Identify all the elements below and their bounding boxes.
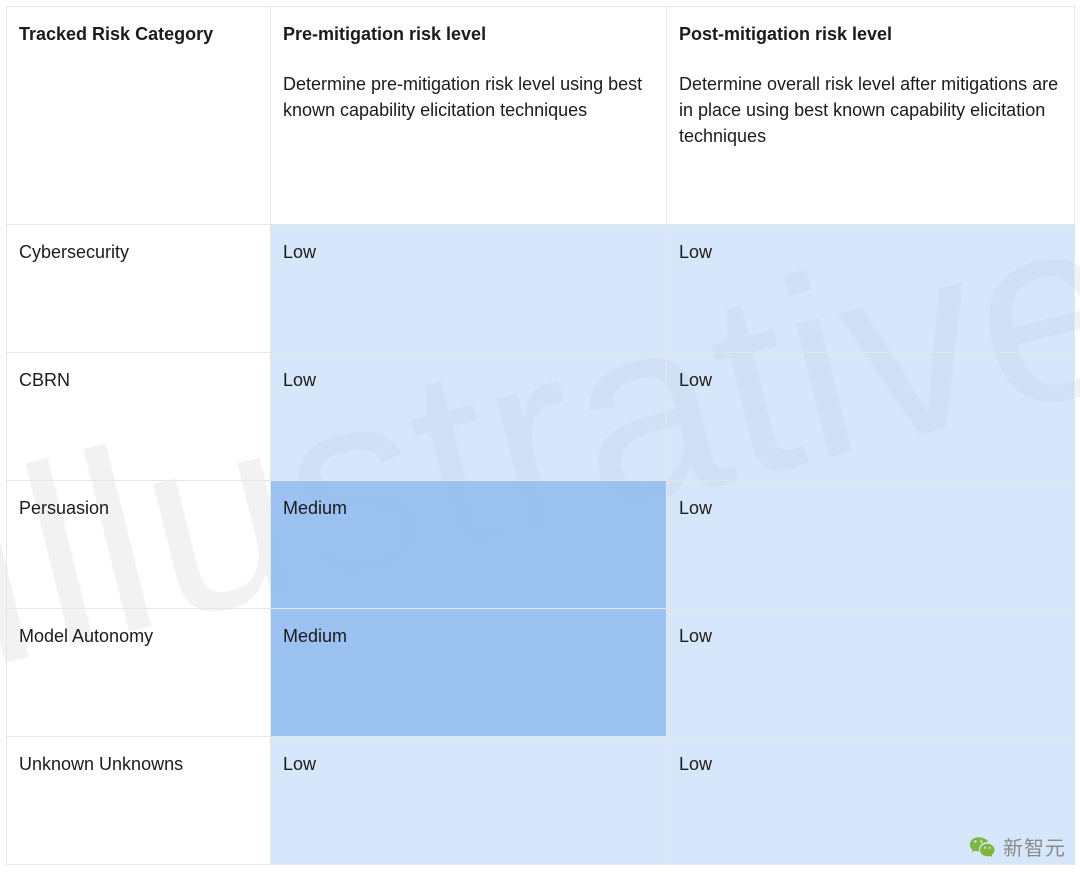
table-body: CybersecurityLowLowCBRNLowLowPersuasionM…: [7, 225, 1075, 865]
table-row: Model AutonomyMediumLow: [7, 609, 1075, 737]
cell-post-mitigation: Low: [667, 609, 1075, 737]
table-row: PersuasionMediumLow: [7, 481, 1075, 609]
risk-table: Tracked Risk Category Pre-mitigation ris…: [6, 6, 1075, 865]
cell-pre-mitigation: Low: [271, 225, 667, 353]
col-title: Post-mitigation risk level: [679, 24, 892, 44]
source-label: 新智元: [1003, 832, 1066, 861]
cell-post-mitigation: Low: [667, 353, 1075, 481]
col-desc: Determine pre-mitigation risk level usin…: [283, 71, 654, 123]
col-desc: Determine overall risk level after mitig…: [679, 71, 1062, 149]
cell-post-mitigation: Low: [667, 225, 1075, 353]
cell-pre-mitigation: Low: [271, 737, 667, 865]
cell-category: Model Autonomy: [7, 609, 271, 737]
cell-category: Unknown Unknowns: [7, 737, 271, 865]
cell-pre-mitigation: Medium: [271, 481, 667, 609]
cell-category: Cybersecurity: [7, 225, 271, 353]
table-row: Unknown UnknownsLowLow: [7, 737, 1075, 865]
cell-category: Persuasion: [7, 481, 271, 609]
table-row: CybersecurityLowLow: [7, 225, 1075, 353]
wechat-icon: [969, 834, 995, 860]
cell-pre-mitigation: Low: [271, 353, 667, 481]
table-header-row: Tracked Risk Category Pre-mitigation ris…: [7, 7, 1075, 225]
col-header-post: Post-mitigation risk level Determine ove…: [667, 7, 1075, 225]
risk-table-container: Tracked Risk Category Pre-mitigation ris…: [0, 0, 1080, 871]
cell-category: CBRN: [7, 353, 271, 481]
col-title: Pre-mitigation risk level: [283, 24, 486, 44]
col-header-pre: Pre-mitigation risk level Determine pre-…: [271, 7, 667, 225]
cell-pre-mitigation: Medium: [271, 609, 667, 737]
cell-post-mitigation: Low: [667, 481, 1075, 609]
col-title: Tracked Risk Category: [19, 24, 213, 44]
col-header-category: Tracked Risk Category: [7, 7, 271, 225]
table-row: CBRNLowLow: [7, 353, 1075, 481]
source-badge: 新智元: [969, 832, 1066, 861]
